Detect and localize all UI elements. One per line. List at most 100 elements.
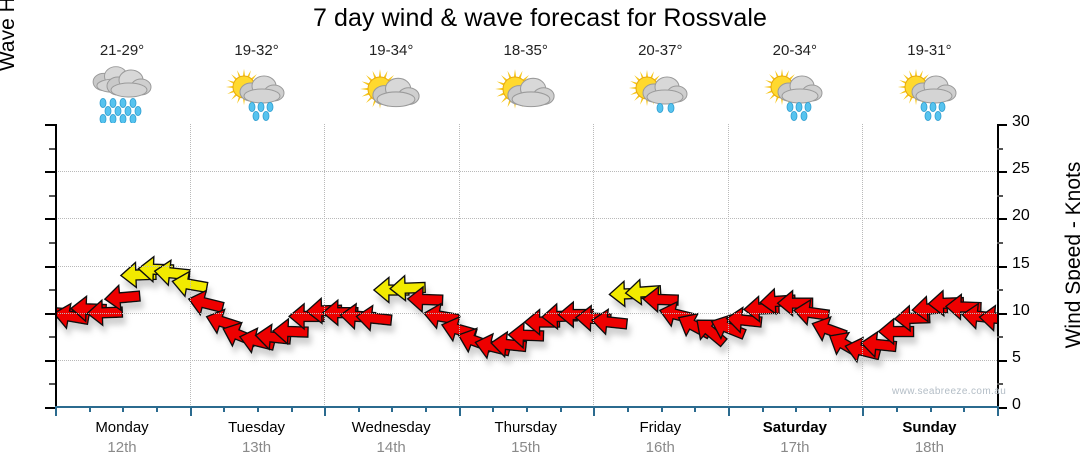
y-minor-tick-right — [997, 383, 1003, 386]
y-tick-mark-left-3 — [45, 265, 55, 268]
wind-arrow — [776, 289, 814, 318]
watermark: www.seabreeze.com.au — [892, 386, 1007, 397]
x-tick-mark — [761, 406, 764, 412]
y-axis-left — [55, 124, 57, 407]
temperature-range-thursday: 18-35° — [503, 42, 548, 59]
y-tick-right-10: 10 — [1012, 301, 1030, 319]
day-label-saturday: Saturday 17th — [728, 418, 862, 458]
y-tick-mark-left-2 — [45, 312, 55, 315]
y-tick-mark-right-15 — [997, 265, 1007, 268]
day-date: 13th — [241, 439, 272, 456]
y-tick-mark-right-10 — [997, 312, 1007, 315]
x-tick-mark — [526, 406, 528, 412]
temperature-range-friday: 20-37° — [638, 42, 683, 59]
sun-cloud-icon — [459, 63, 593, 123]
day-name: Wednesday — [351, 419, 431, 436]
y-tick-right-25: 25 — [1012, 160, 1030, 178]
sun-cloud-rain-icon — [728, 63, 862, 123]
gridline-h-1 — [55, 359, 997, 361]
day-label-tuesday: Tuesday 13th — [190, 418, 324, 458]
x-tick-mark — [391, 406, 394, 412]
y-tick-right-0: 0 — [1012, 396, 1021, 413]
y-minor-tick-right — [997, 241, 1003, 244]
sun-cloud-rain-icon — [190, 63, 324, 123]
y-tick-mark-right-0 — [997, 407, 1007, 409]
y-minor-tick-right — [997, 147, 1003, 150]
day-name: Friday — [639, 419, 682, 436]
wind-arrow — [389, 274, 426, 303]
wind-arrow — [792, 298, 831, 327]
day-name: Thursday — [494, 419, 557, 436]
x-tick-mark — [727, 406, 730, 416]
day-date: 16th — [645, 439, 675, 456]
x-tick-mark — [189, 406, 192, 416]
day-name: Sunday — [902, 419, 957, 436]
y-minor-tick-left — [49, 241, 55, 244]
y-tick-mark-left-6 — [45, 124, 55, 126]
y-tick-mark-right-5 — [997, 359, 1007, 362]
x-tick-mark — [425, 406, 428, 412]
x-tick-mark — [256, 406, 259, 412]
gridline-h-3 — [55, 265, 997, 267]
day-date: 14th — [376, 439, 406, 456]
y-axis-left-title: Wave Height - Metres — [0, 0, 20, 120]
x-tick-mark — [458, 406, 461, 416]
gridline-v-day-3 — [458, 124, 460, 407]
day-label-monday: Monday 12th — [55, 418, 189, 458]
y-tick-mark-right-25 — [997, 171, 1007, 174]
day-label-friday: Friday 16th — [593, 418, 727, 458]
y-minor-tick-left — [49, 194, 55, 197]
x-tick-mark — [896, 406, 899, 412]
wind-arrow — [507, 321, 545, 350]
temperature-range-saturday: 20-34° — [772, 42, 818, 59]
y-minor-tick-left — [49, 383, 55, 386]
wind-arrow — [103, 283, 141, 312]
y-minor-tick-right — [997, 194, 1003, 197]
wind-arrow — [406, 285, 444, 314]
day-date: 15th — [511, 439, 541, 456]
x-tick-mark — [963, 406, 966, 412]
wind-arrow — [893, 304, 931, 333]
wind-arrow — [254, 323, 292, 351]
temperature-range-monday: 21-29° — [99, 42, 145, 59]
y-tick-mark-left-0 — [45, 407, 55, 409]
sun-cloud-icon — [324, 63, 458, 123]
y-tick-right-20: 20 — [1012, 207, 1030, 225]
gridline-v-day-4 — [593, 124, 595, 407]
x-tick-mark — [593, 406, 596, 416]
x-tick-mark — [862, 406, 865, 416]
x-tick-mark — [155, 406, 158, 412]
x-tick-mark — [929, 406, 932, 412]
gridline-v-day-2 — [324, 124, 326, 407]
wind-arrow — [590, 308, 629, 336]
gridline-h-5 — [55, 171, 997, 173]
wind-arrow — [877, 317, 915, 346]
y-minor-tick-right — [997, 289, 1003, 292]
wind-arrow — [271, 317, 309, 346]
plot-area — [36, 124, 1016, 407]
x-tick-mark — [122, 406, 125, 412]
x-tick-mark — [626, 406, 629, 412]
day-date: 18th — [914, 439, 945, 456]
day-label-wednesday: Wednesday 14th — [324, 418, 458, 458]
x-tick-mark — [223, 406, 226, 412]
wind-arrow — [725, 306, 763, 334]
wind-arrow — [624, 278, 662, 306]
page-title: 7 day wind & wave forecast for Rossvale — [312, 4, 768, 32]
wind-arrow — [52, 302, 90, 330]
gridline-v-day-5 — [727, 124, 729, 407]
x-tick-mark — [660, 406, 663, 412]
day-date: 12th — [107, 439, 137, 456]
x-tick-mark — [324, 406, 327, 416]
x-tick-mark — [88, 406, 91, 412]
y-minor-tick-left — [49, 336, 55, 339]
x-tick-mark — [559, 406, 562, 412]
y-minor-tick-left — [49, 289, 55, 292]
day-name: Tuesday — [228, 419, 286, 436]
day-label-sunday: Sunday 18th — [862, 418, 996, 458]
x-tick-mark — [828, 406, 831, 412]
y-tick-right-30: 30 — [1012, 113, 1030, 130]
x-tick-mark — [795, 406, 798, 412]
x-tick-mark — [694, 406, 697, 412]
